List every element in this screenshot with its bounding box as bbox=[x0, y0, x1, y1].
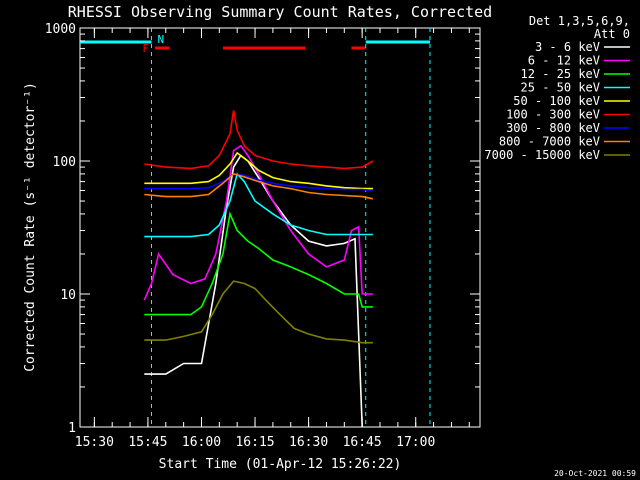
series-line-8 bbox=[144, 280, 373, 344]
series-line-4 bbox=[144, 151, 373, 190]
y-axis-ticks: 1 10 100 1000 bbox=[45, 22, 480, 436]
series-line-6 bbox=[144, 173, 373, 192]
x-tick-label: 15:30 bbox=[75, 435, 114, 450]
legend-header-line-2: Att 0 bbox=[594, 27, 630, 41]
legend-label-8: 7000 - 15000 keV bbox=[484, 148, 600, 162]
x-tick-label: 17:00 bbox=[396, 435, 435, 450]
x-tick-label: 16:15 bbox=[235, 435, 274, 450]
y-tick-label: 1000 bbox=[45, 22, 76, 37]
legend-label-3: 25 - 50 keV bbox=[521, 81, 600, 95]
timestamp: 20-Oct-2021 00:59 bbox=[554, 469, 636, 478]
legend-label-2: 12 - 25 keV bbox=[521, 67, 600, 81]
legend-label-5: 100 - 300 keV bbox=[506, 108, 600, 122]
x-axis-label: Start Time (01-Apr-12 15:26:22) bbox=[159, 457, 402, 472]
night-flag-label: N bbox=[157, 33, 164, 46]
flare-flag-label: F bbox=[142, 42, 149, 55]
y-axis-label: Corrected Count Rate (s⁻¹ detector⁻¹) bbox=[23, 82, 38, 372]
x-tick-label: 15:45 bbox=[128, 435, 167, 450]
x-tick-label: 16:30 bbox=[289, 435, 328, 450]
series-line-2 bbox=[144, 211, 373, 316]
series-line-7 bbox=[144, 173, 374, 200]
series-lines bbox=[143, 110, 374, 428]
x-tick-label: 16:45 bbox=[343, 435, 382, 450]
y-tick-label: 1 bbox=[68, 421, 76, 436]
chart-title: RHESSI Observing Summary Count Rates, Co… bbox=[68, 3, 492, 21]
series-line-5 bbox=[144, 110, 374, 170]
series-line-1 bbox=[143, 144, 373, 301]
legend-label-4: 50 - 100 keV bbox=[513, 94, 600, 108]
legend-label-1: 6 - 12 keV bbox=[528, 54, 600, 68]
legend-label-7: 800 - 7000 keV bbox=[499, 135, 600, 149]
legend-label-6: 300 - 800 keV bbox=[506, 121, 600, 135]
flag-bars: NF bbox=[80, 28, 431, 427]
x-axis-ticks: 15:30 15:45 16:00 16:15 16:30 16:45 17:00 bbox=[75, 28, 470, 450]
plot-frame bbox=[79, 27, 481, 428]
legend-label-0: 3 - 6 keV bbox=[535, 40, 600, 54]
y-tick-label: 10 bbox=[60, 288, 76, 303]
x-tick-label: 16:00 bbox=[182, 435, 221, 450]
series-line-3 bbox=[144, 172, 373, 238]
legend-header-line-1: Det 1,3,5,6,9, bbox=[529, 14, 630, 28]
y-tick-label: 100 bbox=[53, 155, 76, 170]
